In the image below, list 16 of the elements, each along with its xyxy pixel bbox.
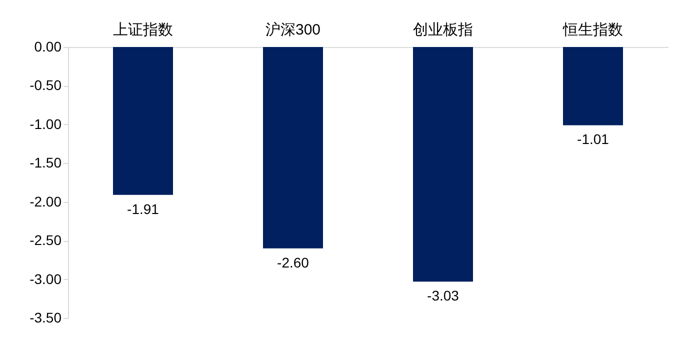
y-tick-label: -2.50 <box>30 232 62 248</box>
data-label: -2.60 <box>277 254 310 270</box>
data-label: -1.01 <box>577 131 610 148</box>
y-tick-label: -1.50 <box>30 154 62 171</box>
data-label: -3.03 <box>427 288 460 304</box>
y-tick-label: 0.00 <box>34 38 62 54</box>
x-tick-label: 上证指数 <box>113 22 173 38</box>
y-tick-label: -0.50 <box>30 77 62 94</box>
y-tick-label: -3.50 <box>30 310 62 326</box>
x-tick-label: 恒生指数 <box>562 22 623 38</box>
data-label: -1.91 <box>127 200 160 217</box>
y-tick-label: -1.00 <box>30 116 62 132</box>
y-tick-label: -2.00 <box>30 193 62 210</box>
x-tick-label: 沪深300 <box>265 22 321 38</box>
y-tick-label: -3.00 <box>30 270 62 287</box>
x-tick-label: 创业板指 <box>413 22 473 38</box>
